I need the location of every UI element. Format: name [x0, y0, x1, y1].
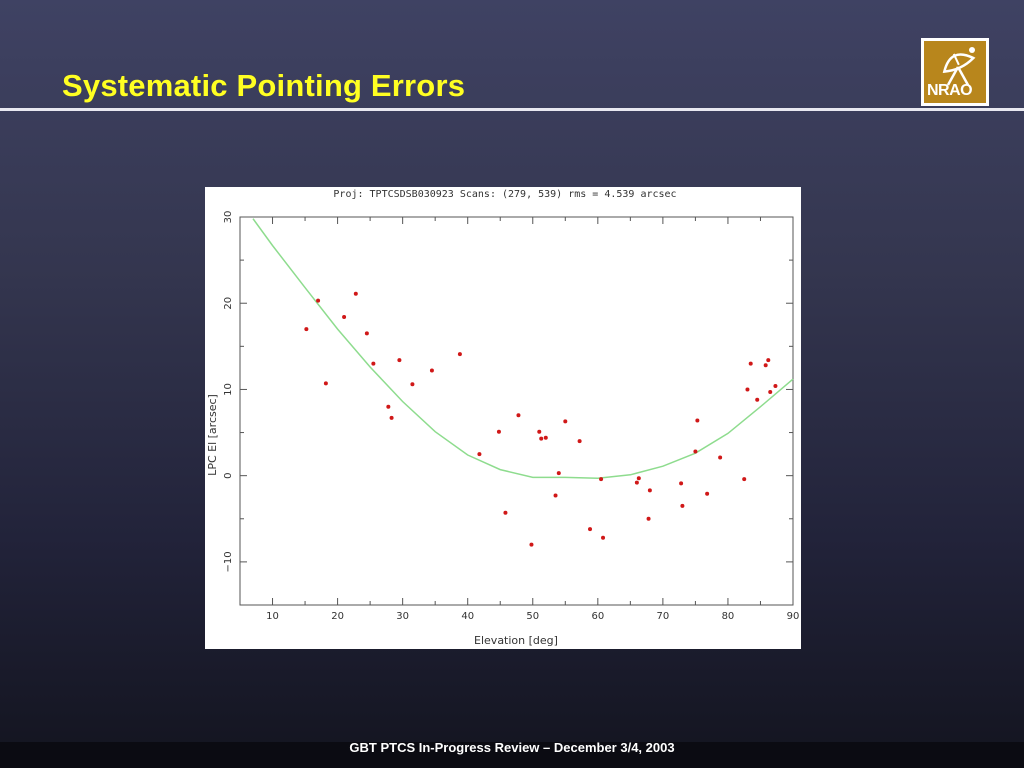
data-point: [773, 383, 778, 388]
data-point: [304, 327, 309, 332]
title-divider: [0, 108, 1024, 111]
data-point: [755, 397, 760, 402]
y-axis-label: LPC El [arcsec]: [206, 394, 219, 476]
data-point: [766, 358, 771, 363]
data-point: [599, 477, 604, 482]
x-tick-label: 70: [657, 611, 670, 622]
data-point: [748, 361, 753, 366]
telescope-dish-icon: [942, 47, 976, 86]
data-point: [680, 503, 685, 508]
data-point: [563, 419, 568, 424]
y-tick-label: 0: [223, 472, 234, 478]
data-point: [410, 382, 415, 387]
data-point: [364, 331, 369, 336]
data-point: [695, 418, 700, 423]
data-point: [389, 415, 394, 420]
x-axis-label: Elevation [deg]: [474, 634, 558, 647]
data-point: [636, 476, 641, 481]
logo-text: NRAO: [927, 82, 973, 99]
x-tick-label: 40: [461, 611, 474, 622]
footer-text: GBT PTCS In-Progress Review – December 3…: [349, 740, 675, 755]
nrao-logo: NRAO: [921, 38, 989, 106]
plot-frame: [239, 216, 794, 606]
data-point: [553, 493, 558, 498]
y-tick-label: −10: [223, 551, 234, 572]
data-point: [556, 471, 561, 476]
data-point: [693, 449, 698, 454]
data-point: [342, 315, 347, 320]
data-point: [577, 439, 582, 444]
x-tick-label: 50: [526, 611, 539, 622]
x-tick-label: 90: [787, 611, 800, 622]
chart-svg: Proj: TPTCSDSB030923 Scans: (279, 539) r…: [206, 189, 800, 647]
data-point: [718, 455, 723, 460]
data-point: [353, 291, 358, 296]
data-point: [529, 542, 534, 547]
data-point: [457, 352, 462, 357]
data-point: [634, 480, 639, 485]
data-point: [429, 368, 434, 373]
data-point: [646, 516, 651, 521]
data-point: [601, 535, 606, 540]
data-point: [647, 488, 652, 493]
y-tick-label: 30: [223, 211, 234, 224]
data-point: [705, 491, 710, 496]
data-point: [543, 435, 548, 440]
data-point: [679, 481, 684, 486]
x-tick-label: 30: [396, 611, 409, 622]
data-point: [742, 477, 747, 482]
data-point: [496, 429, 501, 434]
data-point: [763, 363, 768, 368]
data-point: [386, 404, 391, 409]
x-tick-label: 10: [266, 611, 279, 622]
y-tick-label: 10: [223, 383, 234, 396]
data-point: [397, 358, 402, 363]
data-point: [537, 429, 542, 434]
fit-curve: [252, 218, 794, 480]
x-tick-label: 60: [591, 611, 604, 622]
data-point: [768, 390, 773, 395]
data-point: [745, 387, 750, 392]
data-point: [477, 452, 482, 457]
x-tick-label: 20: [331, 611, 344, 622]
y-tick-label: 20: [223, 297, 234, 310]
pointing-error-chart: Proj: TPTCSDSB030923 Scans: (279, 539) r…: [205, 187, 801, 649]
data-point: [588, 527, 593, 532]
x-tick-label: 80: [722, 611, 735, 622]
data-point: [503, 510, 508, 515]
slide-title: Systematic Pointing Errors: [62, 68, 466, 103]
chart-title: Proj: TPTCSDSB030923 Scans: (279, 539) r…: [333, 189, 676, 200]
data-point: [516, 413, 521, 418]
data-point: [323, 381, 328, 386]
data-point: [316, 298, 321, 303]
data-point: [371, 361, 376, 366]
data-point: [539, 436, 544, 441]
footer-bar: [0, 742, 1024, 768]
